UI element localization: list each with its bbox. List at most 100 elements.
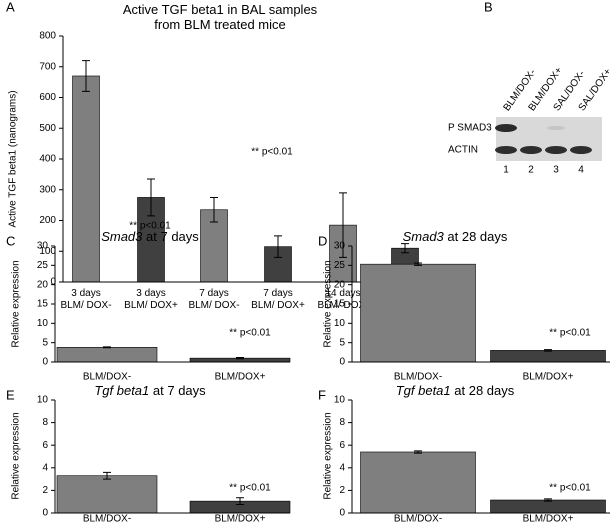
bar — [72, 75, 100, 283]
y-tick-label: 20 — [334, 279, 346, 290]
error-bar — [339, 192, 347, 258]
lane-number: 1 — [503, 165, 509, 176]
y-tick-label: 300 — [39, 184, 56, 195]
y-tick-label: 10 — [37, 395, 49, 406]
y-tick-label: 30 — [37, 241, 49, 252]
panel-label: A — [6, 0, 15, 14]
y-tick-label: 25 — [37, 260, 49, 271]
y-tick-label: 800 — [39, 31, 56, 42]
chart-title-text: at 28 days — [444, 229, 508, 244]
error-bar — [82, 60, 90, 92]
y-tick-label: 8 — [42, 417, 48, 428]
annotation: ** p<0.01 — [549, 483, 591, 494]
y-tick-label: 0 — [339, 508, 345, 519]
x-tick-label: BLM/DOX- — [83, 514, 131, 524]
x-tick-label: BLM/DOX- — [83, 372, 131, 383]
chart-title-gene: Tgf beta1 — [94, 383, 149, 398]
y-tick-label: 0 — [50, 277, 56, 288]
y-tick-label: 10 — [37, 318, 49, 329]
chart-title: Tgf beta1 at 28 days — [396, 383, 515, 398]
error-bar — [103, 471, 111, 480]
y-tick-label: 20 — [37, 279, 49, 290]
bar — [490, 499, 606, 514]
x-tick-label: 3 days BLM/ DOX- — [60, 288, 111, 311]
blot-band — [520, 146, 542, 154]
lane-number: 4 — [578, 165, 584, 176]
chart-title-text: at 7 days — [149, 383, 206, 398]
y-tick-label: 2 — [339, 485, 345, 496]
y-tick-label: 6 — [339, 440, 345, 451]
blot-band — [547, 126, 565, 130]
x-tick-label: 7 days BLM/ DOX+ — [251, 288, 305, 311]
error-bar — [414, 450, 422, 454]
y-tick-label: 15 — [334, 299, 346, 310]
chart-title: Tgf beta1 at 7 days — [94, 383, 206, 398]
bar — [56, 347, 158, 363]
panel-label: C — [6, 233, 15, 248]
y-tick-label: 0 — [42, 508, 48, 519]
y-axis-label: Relative expression — [11, 412, 22, 499]
x-tick-label: BLM/DOX- — [394, 514, 442, 524]
chart-title-gene: Smad3 — [403, 229, 445, 244]
error-bar — [236, 497, 244, 506]
chart-title-text: at 7 days — [142, 229, 199, 244]
panel-label: E — [6, 387, 15, 402]
y-tick-label: 400 — [39, 154, 56, 165]
error-bar — [274, 235, 282, 258]
y-tick-label: 15 — [37, 299, 49, 310]
annotation: ** p<0.01 — [229, 483, 271, 494]
y-tick-label: 5 — [42, 337, 48, 348]
y-tick-label: 25 — [334, 260, 346, 271]
error-bar — [544, 498, 552, 502]
y-tick-label: 100 — [39, 246, 56, 257]
chart-title-text: at 28 days — [451, 383, 515, 398]
annotation: ** p<0.01 — [251, 147, 293, 158]
blot-image — [496, 117, 602, 161]
y-axis-label: Relative expression — [11, 260, 22, 347]
error-bar — [103, 346, 111, 349]
y-tick-label: 0 — [42, 357, 48, 368]
y-tick-label: 30 — [334, 241, 346, 252]
x-tick-label: BLM/DOX+ — [215, 372, 266, 383]
y-tick-label: 200 — [39, 215, 56, 226]
y-tick-label: 4 — [339, 462, 345, 473]
annotation: ** p<0.01 — [549, 328, 591, 339]
panel-label: D — [318, 233, 327, 248]
y-tick-label: 6 — [42, 440, 48, 451]
error-bar — [414, 262, 422, 266]
x-tick-label: 14 days BLM/ DOX- — [317, 288, 368, 311]
chart-title-gene: Tgf beta1 — [396, 383, 451, 398]
chart-title: Active TGF beta1 in BAL samples from BLM … — [123, 2, 318, 32]
chart-title: Smad3 at 7 days — [101, 229, 199, 244]
y-tick-label: 10 — [334, 395, 346, 406]
bar — [490, 350, 606, 363]
blot-band — [570, 146, 592, 154]
y-tick-label: 500 — [39, 123, 56, 134]
x-tick-label: BLM/DOX+ — [215, 514, 266, 524]
row-label: P SMAD3 — [448, 123, 492, 134]
y-tick-label: 700 — [39, 61, 56, 72]
bar — [360, 451, 476, 514]
blot-band — [495, 146, 517, 154]
error-bar — [401, 243, 409, 254]
bar — [56, 475, 158, 514]
x-tick-label: BLM/DOX- — [394, 372, 442, 383]
panel-label: F — [318, 387, 326, 402]
blot-band — [545, 146, 567, 154]
error-bar — [544, 349, 552, 352]
bar — [360, 263, 476, 363]
blot-band — [495, 124, 517, 132]
annotation: ** p<0.01 — [229, 328, 271, 339]
y-axis-label: Relative expression — [323, 260, 334, 347]
row-label: ACTIN — [448, 145, 478, 156]
y-tick-label: 600 — [39, 92, 56, 103]
chart-title-gene: Smad3 — [101, 229, 143, 244]
y-tick-label: 10 — [334, 318, 346, 329]
x-tick-label: BLM/DOX+ — [523, 372, 574, 383]
annotation: ** p<0.01 — [129, 221, 171, 232]
chart-title: Smad3 at 28 days — [403, 229, 508, 244]
x-tick-label: 3 days BLM/ DOX+ — [124, 288, 178, 311]
x-tick-label: BLM/DOX+ — [523, 514, 574, 524]
error-bar — [236, 357, 244, 360]
